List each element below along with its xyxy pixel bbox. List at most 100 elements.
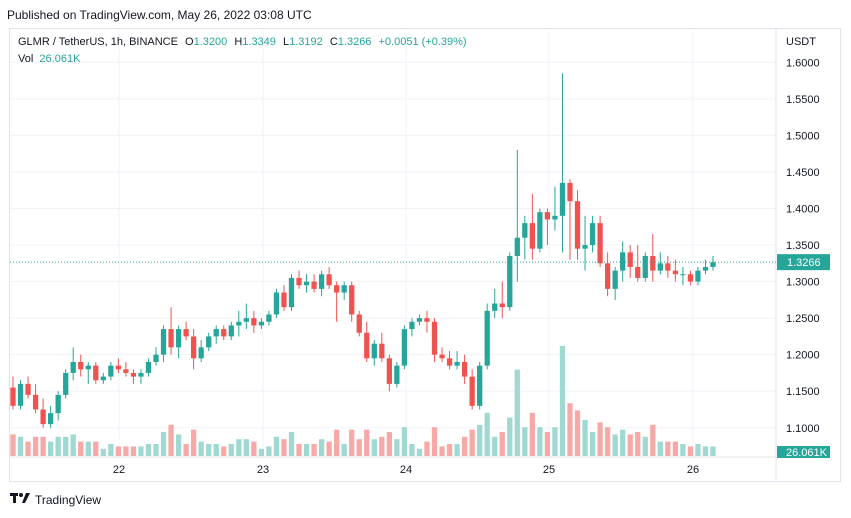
volume-legend: Vol 26.061K — [18, 53, 80, 65]
candle-body — [650, 256, 656, 271]
last-price-badge — [777, 254, 830, 271]
chart-frame[interactable] — [9, 28, 841, 482]
candle-body — [469, 376, 475, 406]
price-tick-label: 1.3000 — [786, 277, 820, 289]
candle-body — [710, 262, 716, 267]
volume-badge — [777, 446, 830, 458]
volume-bar — [657, 441, 663, 456]
volume-badge-label: 26.061K — [786, 447, 828, 459]
candle-body — [115, 365, 122, 370]
candle-body — [386, 358, 392, 384]
candle-body — [567, 182, 573, 202]
volume-bar — [597, 422, 603, 456]
low-value: 1.3192 — [289, 36, 323, 48]
candle-body — [153, 354, 159, 362]
volume-bar — [160, 432, 167, 456]
volume-bar — [469, 429, 475, 456]
volume-bar — [567, 403, 573, 456]
volume-bar — [386, 432, 392, 456]
price-tick-label: 1.4000 — [786, 203, 820, 215]
candle-body — [371, 343, 377, 359]
candle-body — [672, 270, 678, 275]
volume-bar — [446, 444, 453, 456]
volume-bar — [288, 432, 295, 456]
volume-bar — [243, 439, 249, 456]
volume-bar — [311, 444, 317, 456]
candle-body — [461, 361, 468, 377]
candle-body — [642, 256, 648, 278]
candle-body — [138, 372, 144, 377]
symbol-name[interactable]: GLMR / TetherUS, 1h, BINANCE — [18, 36, 178, 48]
volume-bar — [25, 441, 31, 456]
volume-bar — [40, 436, 46, 456]
candle-body — [32, 394, 39, 410]
volume-bar — [394, 439, 400, 456]
volume-bar — [318, 439, 325, 456]
volume-bar — [635, 432, 641, 456]
candle-body — [10, 387, 16, 406]
volume-bar — [251, 441, 257, 456]
time-tick-label: 23 — [257, 464, 269, 476]
volume-bar — [70, 434, 76, 456]
vol-label: Vol — [18, 53, 34, 65]
time-tick-label: 25 — [543, 464, 555, 476]
candle-body — [334, 285, 340, 293]
footer-brand[interactable]: TradingView — [10, 492, 101, 507]
candle-body — [206, 336, 212, 348]
candle-body — [702, 266, 709, 271]
candle-body — [130, 372, 137, 377]
symbol-legend: GLMR / TetherUS, 1h, BINANCE O1.3200 H1.… — [18, 36, 471, 48]
last-price-label: 1.3266 — [787, 257, 821, 269]
volume-bar — [175, 434, 182, 456]
candle-body — [349, 285, 355, 315]
candle-body — [514, 237, 520, 256]
price-tick-label: 1.2000 — [786, 350, 820, 362]
candle-body — [326, 274, 332, 286]
candle-body — [70, 361, 76, 373]
candle-body — [394, 365, 400, 384]
candle-body — [544, 212, 551, 220]
price-tick-label: 1.4500 — [786, 167, 820, 179]
candle-body — [612, 270, 618, 289]
candle-body — [356, 314, 362, 333]
volume-bar — [431, 427, 438, 456]
candle-body — [213, 329, 219, 337]
price-tick-label: 1.1000 — [786, 423, 820, 435]
volume-bar — [356, 439, 362, 456]
volume-bar — [702, 446, 709, 456]
brand-name: TradingView — [35, 492, 102, 507]
price-tick-label: 1.5500 — [786, 94, 820, 106]
volume-bar — [296, 444, 302, 456]
volume-bar — [672, 441, 678, 456]
candle-body — [529, 223, 535, 249]
candle-body — [604, 263, 611, 289]
tradingview-logo-icon — [10, 492, 30, 507]
volume-bar — [424, 441, 430, 456]
candle-body — [627, 252, 633, 267]
volume-bar — [620, 429, 626, 456]
volume-bar — [529, 412, 535, 456]
volume-bar — [145, 444, 152, 456]
volume-bar — [371, 439, 377, 456]
volume-bar — [326, 441, 332, 456]
low-label: L — [282, 36, 290, 48]
published-text: Published on TradingView.com, May 26, 20… — [7, 8, 312, 22]
candle-body — [424, 318, 430, 322]
volume-bar — [514, 369, 520, 456]
candle-body — [55, 394, 61, 414]
candle-body — [85, 365, 91, 370]
volume-bar — [183, 444, 189, 456]
candle-body — [635, 266, 641, 278]
candle-body — [175, 329, 182, 348]
volume-bar — [499, 432, 505, 456]
volume-bar — [401, 427, 408, 456]
candle-body — [446, 358, 453, 366]
candle-body — [416, 318, 423, 322]
volume-bar — [484, 412, 490, 456]
candle-body — [48, 413, 54, 425]
candle-body — [266, 314, 272, 322]
candle-body — [318, 274, 325, 289]
candle-body — [311, 281, 317, 289]
volume-bar — [213, 444, 219, 456]
